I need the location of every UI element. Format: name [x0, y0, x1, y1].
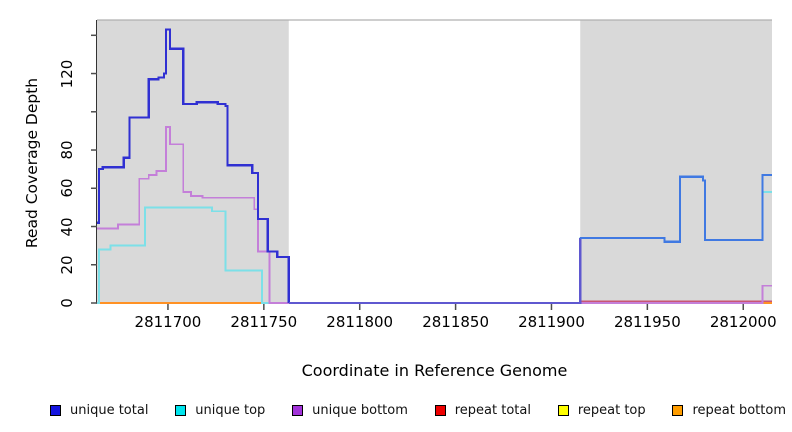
y-tick-label: 80 — [58, 140, 76, 160]
series-unique-bottom — [97, 126, 772, 304]
legend-swatch-icon — [175, 404, 187, 416]
y-tick-label: 20 — [58, 255, 76, 275]
masked-region — [580, 20, 772, 303]
y-tick-label: 40 — [58, 216, 76, 237]
legend-label: repeat top — [577, 402, 646, 418]
legend-label: repeat bottom — [692, 402, 786, 418]
x-axis-title: Coordinate in Reference Genome — [301, 361, 568, 380]
legend-item-unique-total: unique total — [50, 403, 148, 418]
legend-swatch-icon — [672, 404, 684, 416]
legend-swatch-icon — [292, 404, 304, 416]
x-tick-label: 2811900 — [518, 313, 585, 331]
legend-swatch-icon — [434, 404, 446, 416]
legend-item-unique-top: unique top — [175, 403, 265, 418]
x-tick-label: 2811750 — [230, 313, 298, 331]
x-tick-label: 2811950 — [613, 313, 681, 331]
legend-label: repeat total — [454, 402, 531, 418]
x-tick-label: 2812000 — [709, 313, 777, 331]
x-tick-label: 2811700 — [134, 313, 202, 331]
series-unique-total — [580, 173, 772, 243]
series-unique-total — [97, 28, 290, 303]
y-tick-label: 60 — [58, 178, 76, 198]
legend-label: unique top — [195, 402, 266, 418]
legend-label: unique bottom — [312, 402, 408, 418]
y-tick-label: 120 — [58, 59, 76, 88]
masked-region — [97, 20, 289, 303]
y-axis-title: Read Coverage Depth — [23, 77, 41, 249]
legend-item-repeat-top: repeat top — [557, 402, 646, 418]
y-tick-label: 0 — [58, 298, 76, 308]
legend-item-unique-bottom: unique bottom — [292, 403, 408, 418]
legend: unique total unique top unique bottom repea… — [50, 401, 786, 419]
x-tick-label: 2811800 — [326, 313, 394, 331]
legend-swatch-icon — [50, 404, 61, 416]
legend-item-repeat-bottom: repeat bottom — [672, 403, 786, 418]
legend-label: unique total — [70, 402, 149, 418]
x-tick-label: 2811850 — [422, 313, 489, 331]
legend-item-repeat-total: repeat total — [434, 402, 531, 418]
series-unique-total — [288, 238, 582, 305]
legend-swatch-icon — [557, 404, 569, 416]
